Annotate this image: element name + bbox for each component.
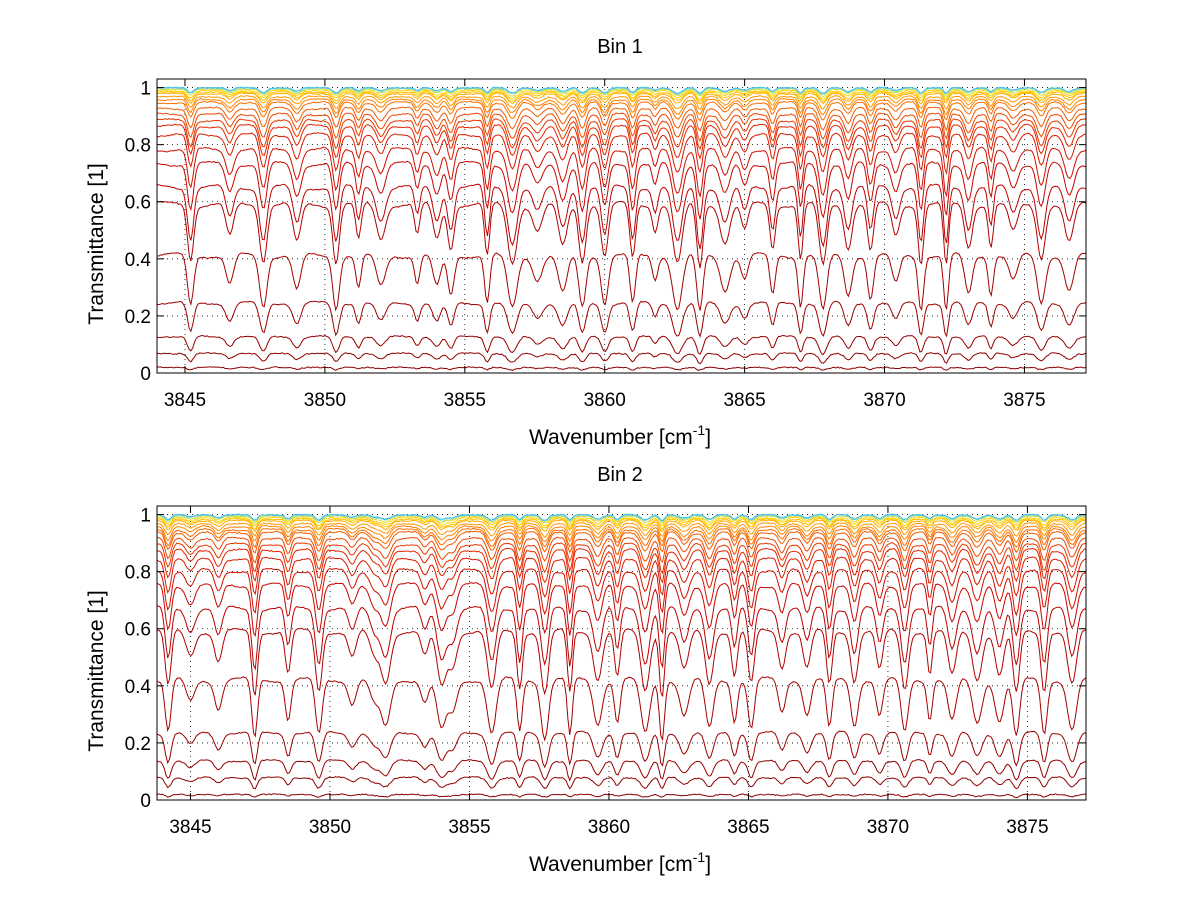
series-line: [156, 514, 1086, 523]
grid-lines: [157, 79, 1086, 373]
series-line: [156, 252, 1087, 312]
y-axis-label: Transmittance [1]: [85, 163, 108, 324]
series-line: [156, 730, 1087, 769]
series-line: [156, 567, 1087, 617]
series-line: [156, 146, 1087, 199]
axis-ticks: 3845 3850 3855 3860 3865 3870 3875 0 0.2 0.4 0.6 0.…: [125, 79, 1086, 411]
series-group: [156, 86, 1087, 371]
series-line: [156, 516, 1087, 527]
series-line: [156, 100, 1087, 122]
series-line: [156, 95, 1087, 111]
y-tick-label: 0.2: [125, 734, 151, 755]
x-tick-label: 3870: [867, 817, 909, 838]
chart-title: Bin 1: [597, 36, 643, 58]
series-line: [156, 160, 1087, 220]
series-line: [156, 112, 1087, 143]
series-line: [156, 106, 1087, 132]
series-line: [156, 513, 1087, 522]
y-tick-label: 0.8: [125, 563, 151, 584]
x-tick-label: 3850: [304, 390, 346, 411]
series-line: [156, 200, 1087, 269]
x-tick-label: 3855: [444, 390, 486, 411]
x-tick-label: 3870: [863, 390, 905, 411]
x-tick-label: 3860: [584, 390, 626, 411]
x-tick-label: 3865: [727, 817, 769, 838]
x-tick-label: 3855: [448, 817, 490, 838]
x-tick-label: 3850: [309, 817, 351, 838]
series-line: [156, 300, 1087, 339]
plot-frame: [156, 78, 1087, 374]
y-tick-label: 1: [140, 79, 151, 100]
series-group: [156, 513, 1087, 799]
series-line: [156, 183, 1087, 250]
y-axis-label: Transmittance [1]: [85, 590, 108, 751]
x-tick-label: 3860: [588, 817, 630, 838]
series-line: [156, 366, 1087, 371]
x-tick-label: 3845: [164, 390, 206, 411]
y-tick-label: 0: [140, 791, 151, 812]
series-line: [156, 92, 1087, 105]
series-line: [156, 793, 1087, 799]
series-line: [156, 527, 1087, 549]
series-line: [157, 522, 1087, 538]
series-line: [156, 524, 1087, 544]
series-line: [157, 351, 1087, 365]
plot-frame: [156, 505, 1087, 801]
series-line: [156, 98, 1087, 116]
series-line: [156, 582, 1087, 638]
series-line: [156, 517, 1087, 530]
axis-ticks: 3845 3850 3855 3860 3865 3870 3875 0 0.2 0.4 0.6 0.…: [125, 506, 1086, 838]
series-line: [156, 547, 1087, 584]
y-tick-label: 0.6: [125, 193, 151, 214]
y-tick-label: 0.4: [125, 250, 152, 271]
series-line: [156, 605, 1087, 671]
series-line: [156, 519, 1087, 533]
series-line: [156, 117, 1087, 151]
series-line: [156, 676, 1087, 742]
y-tick-label: 0.4: [125, 677, 152, 698]
series-line: [156, 627, 1087, 697]
x-tick-label: 3845: [169, 817, 211, 838]
series-line: [156, 759, 1087, 782]
chart-panel-bin-2: Bin 2 3845 3850 3855 3860 3865 3870 3875 0 0.2 0.…: [85, 464, 1087, 876]
series-line: [156, 530, 1087, 554]
y-tick-label: 0.8: [125, 136, 151, 157]
series-line: [156, 90, 1087, 102]
y-tick-label: 0.2: [125, 307, 151, 328]
chart-panel-bin-1: Bin 1 3845 3850 3855 3860 3865 3870 3875 0 0.2 0.…: [85, 36, 1087, 449]
series-line: [156, 776, 1087, 790]
series-line: [156, 86, 1087, 95]
x-tick-label: 3875: [1006, 817, 1048, 838]
x-tick-label: 3875: [1003, 390, 1045, 411]
series-line: [156, 132, 1087, 176]
series-line: [156, 123, 1087, 160]
chart-title: Bin 2: [597, 464, 643, 486]
series-line: [156, 334, 1087, 355]
y-tick-label: 0: [140, 364, 151, 385]
x-axis-label: Wavenumber [cm-1]: [529, 849, 711, 876]
series-line: [156, 556, 1087, 598]
series-line: [156, 536, 1086, 564]
series-line: [156, 542, 1087, 575]
series-line: [156, 89, 1087, 100]
series-line: [156, 87, 1086, 98]
y-tick-label: 0.6: [125, 620, 151, 641]
y-tick-label: 1: [140, 506, 151, 527]
x-axis-label: Wavenumber [cm-1]: [529, 422, 711, 449]
x-tick-label: 3865: [723, 390, 765, 411]
